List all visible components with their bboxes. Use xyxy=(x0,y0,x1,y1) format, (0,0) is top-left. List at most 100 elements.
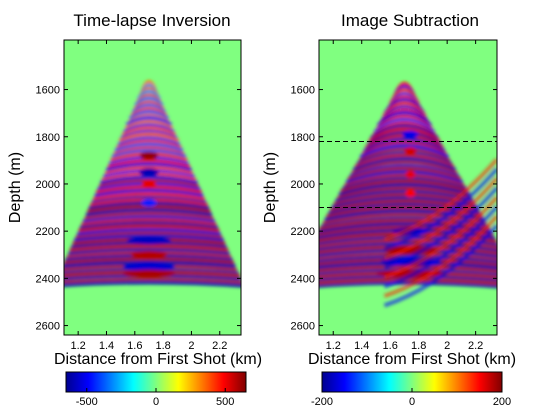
wavefield-stripe xyxy=(124,119,174,131)
wavefield-stripe xyxy=(343,173,466,188)
wavefield-stripe xyxy=(73,234,225,244)
y-tick-label: 2000 xyxy=(291,179,315,191)
wavefield-stripe xyxy=(64,277,241,284)
wavefield-stripe xyxy=(356,150,453,166)
wavefield-stripe xyxy=(68,247,230,256)
wavefield-stripe xyxy=(92,192,206,201)
x-axis-label: Distance from First Shot (km) xyxy=(308,351,516,368)
colorbar-tick-label: 500 xyxy=(216,396,234,408)
anomaly-blob xyxy=(402,130,419,139)
wavefield-stripe xyxy=(341,176,467,191)
anomaly-blob xyxy=(139,151,158,160)
colorbar-tick-label: 0 xyxy=(153,396,159,408)
wavefield-stripe xyxy=(133,96,165,108)
chart-title: Image Subtraction xyxy=(341,11,479,30)
wavefield-stripe xyxy=(349,163,460,178)
colorbar-tick-label: 0 xyxy=(409,396,415,408)
anomaly-blob xyxy=(140,198,157,207)
wavefield-stripe xyxy=(86,204,212,215)
y-tick-label: 1800 xyxy=(36,132,60,144)
wavefield-stripe xyxy=(76,228,222,237)
wavefield-stripe xyxy=(123,123,175,134)
wavefield-sweep xyxy=(383,195,497,280)
x-tick-label: 1.8 xyxy=(155,340,170,352)
y-tick-label: 2200 xyxy=(291,226,315,238)
wavefield-stripe xyxy=(357,147,451,163)
wavefield-sweep xyxy=(383,186,497,270)
wavefield-stripe xyxy=(91,195,207,204)
wavefield-stripe xyxy=(329,199,480,213)
x-tick-label: 1.6 xyxy=(127,340,142,352)
wavefield-stripe xyxy=(133,100,165,111)
wavefield-stripe xyxy=(107,159,191,169)
y-axis-label: Depth (m) xyxy=(7,152,24,223)
wavefield-stripe xyxy=(339,179,469,195)
wavefield-sweep xyxy=(383,167,497,251)
anomaly-blob xyxy=(404,146,417,155)
wavefield-stripe xyxy=(82,214,216,224)
anomaly-blob xyxy=(405,189,416,198)
wavefield-stripe xyxy=(345,169,464,185)
wavefield-stripe xyxy=(64,280,241,288)
wavefield-stripe xyxy=(319,281,497,289)
wavefield-stripe xyxy=(81,218,217,227)
x-tick-label: 1.2 xyxy=(71,340,86,352)
anomaly-blob xyxy=(130,250,167,259)
x-tick-label: 2.2 xyxy=(468,340,483,352)
panel-time-lapse-inversion: 1600 1800 2000 2200 2400 2600 1.2 1.4 1.6 1.8 2 2.2… xyxy=(7,11,262,408)
y-tick-label: 1600 xyxy=(291,85,315,97)
anomaly-blob xyxy=(405,170,416,179)
wavefield-stripe xyxy=(113,146,185,156)
wavefield-stripe xyxy=(373,117,436,135)
y-tick-label: 2000 xyxy=(36,179,60,191)
anomaly-blob xyxy=(138,168,159,177)
wavefield-stripe xyxy=(99,175,198,186)
wavefield-stripe xyxy=(79,221,219,231)
colorbar-tick-label: -500 xyxy=(76,396,98,408)
x-tick-label: 2 xyxy=(188,340,194,352)
x-axis-label: Distance from First Shot (km) xyxy=(54,351,262,368)
wavefield-stripe xyxy=(320,216,489,228)
heatmap-field xyxy=(64,80,241,288)
wavefield-stripe xyxy=(117,136,181,147)
x-tick-label: 2.2 xyxy=(212,340,227,352)
wavefield-stripe xyxy=(354,153,455,169)
x-tick-label: 1.8 xyxy=(411,340,426,352)
wavefield-sweep xyxy=(383,224,497,308)
wavefield-stripe xyxy=(75,231,223,240)
chart-title: Time-lapse Inversion xyxy=(73,11,230,30)
axes-frame xyxy=(318,39,498,336)
wavefield-stripe xyxy=(319,265,497,274)
wavefield-stripe xyxy=(319,254,497,265)
x-tick-label: 1.2 xyxy=(326,340,341,352)
wavefield-stripe xyxy=(104,165,194,176)
anomaly-blob xyxy=(122,262,175,271)
axes-frame xyxy=(63,39,242,336)
x-tick-label: 2 xyxy=(444,340,450,352)
anomaly-blob xyxy=(126,236,171,245)
wavefield-stripe xyxy=(319,242,497,253)
wavefield-stripe xyxy=(120,129,178,140)
wavefield-sweep xyxy=(383,214,497,298)
wavefield-stripe xyxy=(69,244,229,253)
wavefield-stripe xyxy=(336,186,473,200)
wavefield-stripe xyxy=(118,132,180,144)
wavefield-stripe xyxy=(319,221,492,235)
y-tick-label: 2400 xyxy=(36,273,60,285)
wavefield-stripe xyxy=(111,148,187,160)
wavefield-stripe xyxy=(352,156,457,172)
y-tick-label: 1800 xyxy=(291,132,315,144)
wavefield-sweep xyxy=(383,205,497,289)
colorbar-tick-label: -200 xyxy=(311,396,333,408)
colorbar-tick-label: 200 xyxy=(493,396,511,408)
x-tick-label: 1.4 xyxy=(99,340,114,352)
y-tick-label: 2600 xyxy=(291,321,315,333)
x-tick-label: 1.4 xyxy=(354,340,369,352)
heatmap-field xyxy=(319,81,497,308)
x-tick-label: 1.6 xyxy=(383,340,398,352)
wavefield-stripe xyxy=(78,224,220,234)
wavefield-stripe xyxy=(114,142,184,154)
wavefield-stripe xyxy=(130,106,168,118)
wavefield-sweep xyxy=(383,158,497,242)
